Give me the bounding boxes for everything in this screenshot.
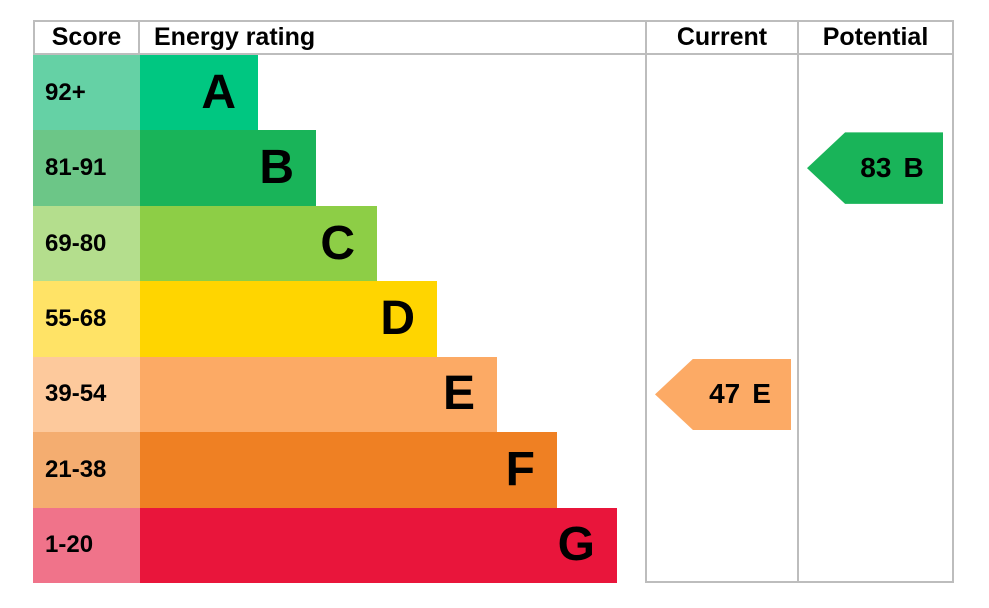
score-range-label: 21-38 <box>45 455 107 483</box>
potential-column-header: Potential <box>797 20 954 55</box>
band-rows: 92+ A 81-91 B 69-80 C 55-68 D 39-54 <box>33 55 645 583</box>
band-row: 92+ A <box>33 55 645 131</box>
score-range-label: 1-20 <box>45 531 94 559</box>
score-column-header: Score <box>33 20 140 55</box>
rating-letter: D <box>380 291 415 345</box>
score-cell: 21-38 <box>33 432 140 508</box>
current-column: 47 E <box>645 55 797 583</box>
potential-rating-arrow: 83 B <box>807 132 943 204</box>
score-cell: 1-20 <box>33 507 140 583</box>
rating-letter: B <box>259 141 294 195</box>
score-cell: 55-68 <box>33 281 140 357</box>
table-body: 92+ A 81-91 B 69-80 C 55-68 D 39-54 <box>33 55 954 583</box>
rating-bar: B <box>140 130 316 206</box>
potential-score-value: 83 <box>860 152 892 184</box>
energy-rating-column-header: Energy rating <box>140 20 645 55</box>
rating-letter: A <box>201 65 236 119</box>
rating-letter: G <box>557 518 595 572</box>
rating-bar: G <box>140 507 617 583</box>
score-range-label: 81-91 <box>45 154 107 182</box>
current-column-header: Current <box>645 20 797 55</box>
current-score-value: 47 <box>709 378 741 410</box>
potential-rating-letter: B <box>903 152 924 184</box>
score-cell: 69-80 <box>33 205 140 282</box>
band-row: 55-68 D <box>33 281 645 357</box>
band-row: 81-91 B <box>33 130 645 206</box>
score-range-label: 39-54 <box>45 380 107 408</box>
current-rating-arrow: 47 E <box>655 358 791 431</box>
score-cell: 39-54 <box>33 356 140 433</box>
score-range-label: 92+ <box>45 78 86 106</box>
current-rating-letter: E <box>752 378 771 410</box>
band-row: 1-20 G <box>33 507 645 583</box>
score-range-label: 69-80 <box>45 229 107 257</box>
band-row: 69-80 C <box>33 205 645 282</box>
rating-bar: A <box>140 55 258 131</box>
rating-bar: F <box>140 432 557 508</box>
rating-bar: D <box>140 281 437 357</box>
score-cell: 92+ <box>33 55 140 131</box>
potential-column: 83 B <box>797 55 954 583</box>
score-cell: 81-91 <box>33 130 140 206</box>
band-row: 21-38 F <box>33 432 645 508</box>
rating-letter: E <box>442 367 475 421</box>
rating-letter: C <box>320 216 355 270</box>
rating-bar: E <box>140 356 497 433</box>
rating-bar: C <box>140 205 377 282</box>
score-range-label: 55-68 <box>45 304 107 332</box>
epc-table: Score Energy rating Current Potential 92… <box>33 20 954 583</box>
table-header: Score Energy rating Current Potential <box>33 20 954 55</box>
rating-letter: F <box>505 442 535 496</box>
band-row: 39-54 E <box>33 356 645 433</box>
